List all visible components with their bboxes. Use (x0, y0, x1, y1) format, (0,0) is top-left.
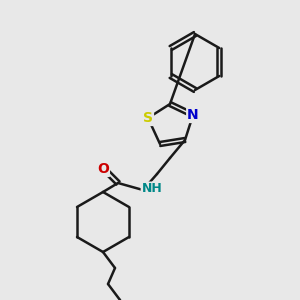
Text: S: S (143, 111, 153, 125)
Text: NH: NH (142, 182, 162, 196)
Text: N: N (187, 108, 199, 122)
Text: O: O (97, 162, 109, 176)
